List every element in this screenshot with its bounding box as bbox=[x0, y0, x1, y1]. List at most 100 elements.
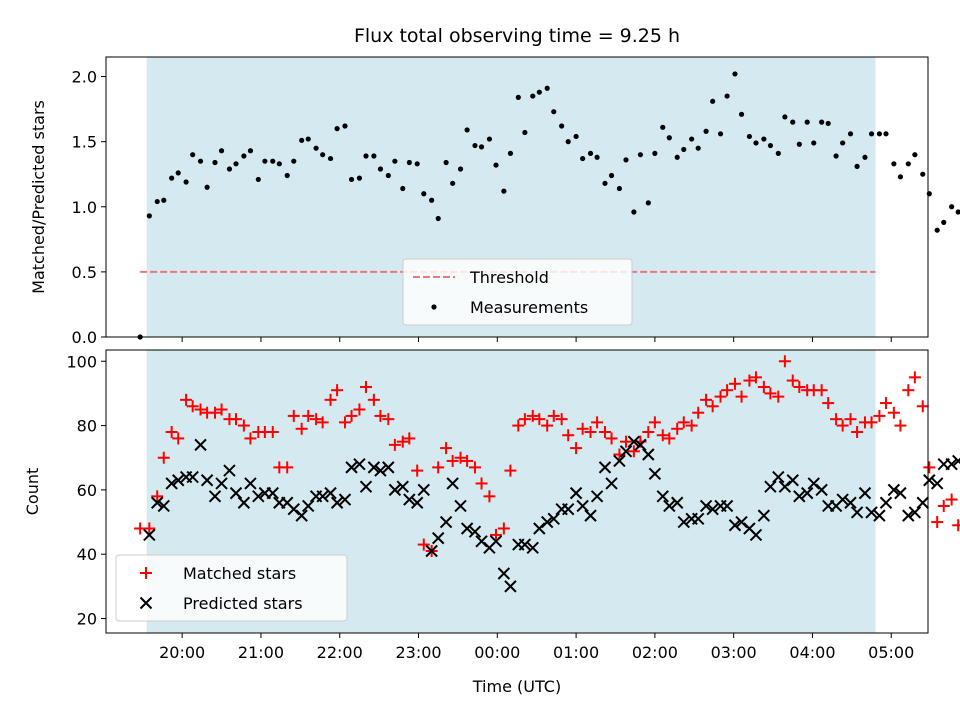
predicted-stars-points bbox=[143, 435, 960, 593]
matched-star-point bbox=[440, 442, 453, 455]
time-x-tick-label: 05:00 bbox=[868, 643, 914, 662]
matched-star-point bbox=[208, 406, 221, 419]
predicted-star-point bbox=[634, 438, 647, 452]
predicted-star-point bbox=[330, 496, 344, 509]
ratio-y-tick-label: 0.0 bbox=[72, 328, 97, 347]
matched-star-point bbox=[310, 413, 323, 426]
predicted-star-point bbox=[764, 480, 777, 493]
matched-star-point bbox=[432, 461, 445, 474]
predicted-star-point bbox=[576, 499, 589, 513]
predicted-star-point bbox=[598, 461, 612, 474]
measurement-point bbox=[637, 152, 644, 158]
measurement-point bbox=[429, 197, 435, 203]
measurement-point bbox=[689, 136, 695, 142]
measurement-point bbox=[876, 131, 883, 137]
matched-star-point bbox=[165, 426, 178, 439]
measurement-point bbox=[819, 119, 825, 125]
measurement-point bbox=[883, 131, 889, 137]
measurement-point bbox=[695, 145, 701, 151]
matched-star-point bbox=[570, 442, 583, 455]
matched-star-point bbox=[793, 380, 806, 393]
matched-star-point bbox=[908, 371, 921, 384]
measurement-point bbox=[377, 166, 384, 172]
ratio-panel: 0.0 0.5 1.0 1.5 2.0 Flux total observing tim… bbox=[29, 25, 960, 347]
predicted-star-point bbox=[735, 515, 748, 529]
measurement-point bbox=[833, 153, 839, 159]
predicted-star-point bbox=[439, 515, 453, 529]
measurement-point bbox=[435, 215, 441, 222]
count-legend-box bbox=[115, 554, 348, 622]
matched-star-point bbox=[266, 426, 279, 439]
predicted-star-point bbox=[194, 438, 207, 452]
ratio-y-ticks: 0.0 0.5 1.0 1.5 2.0 bbox=[72, 68, 106, 347]
matched-star-point bbox=[619, 435, 632, 448]
chart-title: Flux total observing time = 9.25 h bbox=[354, 25, 680, 47]
predicted-star-point bbox=[613, 454, 626, 468]
measurement-point bbox=[313, 145, 319, 151]
predicted-star-point bbox=[287, 502, 300, 516]
count-y-tick-label: 20 bbox=[77, 610, 97, 629]
measurement-point bbox=[392, 158, 398, 164]
predicted-star-point bbox=[873, 509, 886, 522]
measurement-point bbox=[262, 158, 268, 164]
predicted-star-point bbox=[215, 477, 228, 490]
predicted-star-point bbox=[923, 474, 936, 487]
matched-star-point bbox=[151, 490, 164, 503]
measurement-point bbox=[190, 152, 196, 158]
measurement-point bbox=[934, 227, 940, 233]
predicted-star-point bbox=[800, 486, 814, 500]
measurement-point bbox=[767, 142, 774, 149]
measurement-point bbox=[891, 161, 897, 167]
measurement-point bbox=[681, 146, 687, 153]
matched-star-point bbox=[749, 371, 762, 384]
measurement-point bbox=[212, 159, 218, 166]
count-y-tick-label: 60 bbox=[77, 481, 97, 500]
predicted-star-point bbox=[497, 567, 511, 580]
matched-star-point bbox=[512, 419, 525, 432]
predicted-star-point bbox=[627, 435, 641, 448]
measurement-point bbox=[450, 180, 456, 186]
measurement-point bbox=[710, 98, 716, 104]
measurement-point bbox=[486, 136, 493, 142]
matched-star-point bbox=[454, 451, 467, 464]
measurement-point bbox=[146, 213, 152, 219]
matched-star-point bbox=[382, 413, 395, 426]
matched-star-point bbox=[374, 409, 387, 422]
measurement-point bbox=[291, 158, 297, 164]
matched-star-point bbox=[598, 426, 611, 439]
matched-star-point bbox=[180, 393, 193, 406]
measurement-point bbox=[868, 131, 875, 137]
matched-star-point bbox=[331, 384, 344, 397]
time-x-ticks: 20:00 21:00 22:00 23:00 00:00 01:00 02:00 03:00… bbox=[159, 633, 914, 662]
matched-star-point bbox=[403, 432, 416, 445]
measurement-point bbox=[197, 158, 204, 164]
measurement-point bbox=[183, 179, 189, 185]
measurement-point bbox=[226, 166, 233, 172]
measurement-point bbox=[421, 191, 427, 197]
predicted-star-point bbox=[374, 464, 387, 477]
matched-star-point bbox=[295, 422, 308, 435]
matched-star-point bbox=[706, 400, 719, 413]
measurement-point bbox=[602, 180, 608, 186]
measurement-point bbox=[782, 114, 788, 120]
predicted-star-point bbox=[475, 535, 488, 548]
measurement-point bbox=[565, 139, 571, 145]
matched-star-point bbox=[547, 409, 560, 422]
matched-star-point bbox=[894, 419, 907, 432]
measurement-point bbox=[400, 185, 406, 192]
predicted-star-point bbox=[295, 509, 308, 522]
measurement-point bbox=[501, 188, 507, 194]
measurement-point bbox=[175, 170, 181, 176]
time-x-tick-label: 20:00 bbox=[159, 643, 205, 662]
measurement-point bbox=[631, 209, 637, 215]
time-x-tick-label: 02:00 bbox=[632, 643, 678, 662]
predicted-star-point bbox=[902, 509, 915, 522]
predicted-star-point bbox=[157, 499, 170, 513]
matched-star-point bbox=[735, 390, 748, 403]
matched-star-point bbox=[728, 377, 741, 390]
ratio-legend: Threshold Measurements bbox=[402, 258, 633, 326]
matched-star-point bbox=[555, 413, 568, 426]
measurements-legend-label: Measurements bbox=[470, 298, 588, 317]
count-panel: 20 40 60 80 100 20:00 21:00 22:00 23:00 00:00 01:… bbox=[23, 349, 960, 696]
measurement-point bbox=[276, 161, 282, 167]
